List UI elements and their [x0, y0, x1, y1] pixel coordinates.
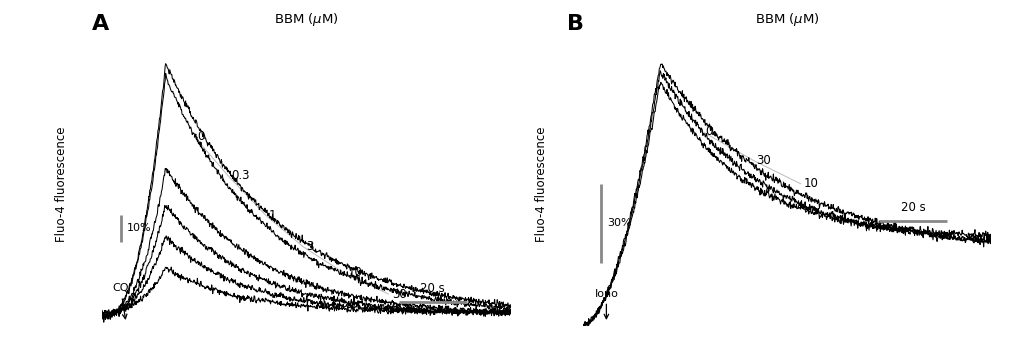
Text: B: B	[567, 14, 585, 34]
Text: A: A	[92, 14, 109, 34]
Text: CQ: CQ	[112, 284, 129, 319]
Text: 30: 30	[756, 154, 771, 167]
Text: 0.3: 0.3	[232, 169, 250, 182]
Text: Fluo-4 fluorescence: Fluo-4 fluorescence	[536, 126, 548, 242]
Text: 20 s: 20 s	[900, 201, 925, 214]
Text: 1: 1	[269, 209, 277, 222]
Text: BBM ($\mu$M): BBM ($\mu$M)	[274, 12, 339, 28]
Text: 0: 0	[197, 130, 205, 143]
Text: Fluo-4 fluorescence: Fluo-4 fluorescence	[55, 126, 67, 242]
Text: BBM ($\mu$M): BBM ($\mu$M)	[754, 12, 820, 28]
Text: 10%: 10%	[127, 223, 151, 233]
Text: 3: 3	[307, 240, 314, 253]
Text: Iono: Iono	[595, 289, 618, 319]
Text: 0: 0	[705, 125, 712, 138]
Text: 10: 10	[347, 266, 363, 280]
Text: 10: 10	[804, 177, 819, 190]
Text: 30%: 30%	[607, 218, 632, 228]
Text: 20 s: 20 s	[420, 282, 445, 295]
Text: 30: 30	[391, 287, 407, 301]
